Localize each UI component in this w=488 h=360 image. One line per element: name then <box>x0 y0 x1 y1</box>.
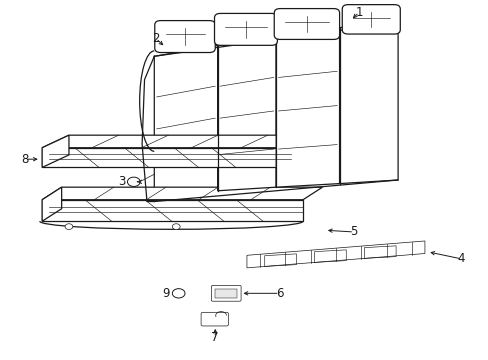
Text: 9: 9 <box>163 287 170 300</box>
Polygon shape <box>42 135 69 167</box>
Text: 6: 6 <box>275 287 283 300</box>
Polygon shape <box>42 187 61 221</box>
FancyBboxPatch shape <box>211 285 241 301</box>
FancyBboxPatch shape <box>201 312 228 326</box>
Circle shape <box>172 224 180 229</box>
Circle shape <box>65 224 73 229</box>
FancyBboxPatch shape <box>215 289 236 298</box>
FancyBboxPatch shape <box>342 5 400 34</box>
Text: 1: 1 <box>355 6 362 19</box>
FancyBboxPatch shape <box>155 21 215 53</box>
Text: 2: 2 <box>152 32 159 45</box>
Polygon shape <box>339 22 397 184</box>
Text: 3: 3 <box>118 175 125 188</box>
FancyBboxPatch shape <box>274 9 339 40</box>
Polygon shape <box>246 241 424 268</box>
Text: 5: 5 <box>350 225 357 238</box>
Polygon shape <box>42 135 317 148</box>
Text: 4: 4 <box>457 252 464 265</box>
Polygon shape <box>276 28 339 187</box>
Polygon shape <box>217 35 276 191</box>
Text: 7: 7 <box>211 331 219 344</box>
Polygon shape <box>154 45 217 202</box>
Polygon shape <box>42 187 322 200</box>
FancyBboxPatch shape <box>214 13 277 45</box>
Text: 8: 8 <box>21 153 29 166</box>
Polygon shape <box>42 148 290 167</box>
Polygon shape <box>42 200 303 221</box>
